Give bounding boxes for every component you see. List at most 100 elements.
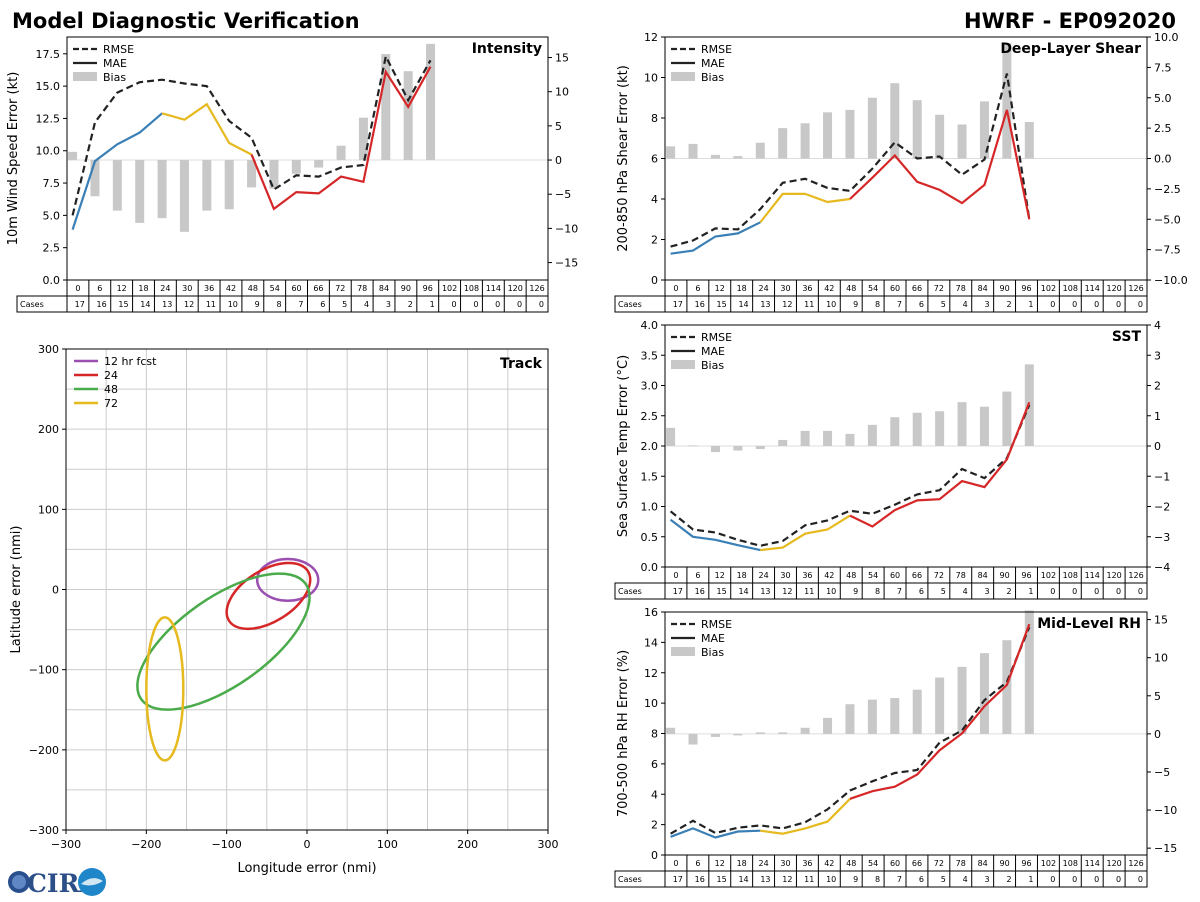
hour-cell: 24 [758, 571, 768, 580]
hour-cell: 30 [780, 284, 790, 293]
x-tick-label: 100 [377, 838, 398, 851]
intensity-panel: 0.0 2.5 5.0 7.5 10.0 12.5 15.0 17.5 −15 −10 −5 0 5 10… [6, 36, 578, 287]
legend-rmse-label: RMSE [701, 43, 732, 56]
cases-cell: 10 [228, 300, 238, 309]
bias-bar [935, 411, 945, 446]
bias-bar [733, 446, 743, 451]
cases-cell: 17 [673, 587, 683, 596]
sst-panel: 0.0 0.5 1.0 1.5 2.0 2.5 3.0 3.5 4.0 −4 −3 −2 −1 0 1 2 3 4… [616, 319, 1170, 574]
legend-mae-label: MAE [701, 57, 725, 70]
cases-cell: 13 [760, 300, 770, 309]
cases-cell: 0 [1094, 875, 1099, 884]
hour-cell: 78 [956, 571, 966, 580]
y-tick-label: 3.0 [641, 380, 659, 393]
legend-bias-label: Bias [701, 359, 724, 372]
plot-frame [66, 36, 549, 281]
cases-cell: 0 [473, 300, 478, 309]
cases-cell: 0 [1116, 300, 1121, 309]
y-tick-label: 2 [651, 234, 658, 247]
bias-bar [935, 677, 945, 734]
hour-cell: 96 [423, 284, 433, 293]
cases-cell: 9 [853, 875, 858, 884]
hour-cell: 60 [890, 284, 900, 293]
y-tick-label: 1.0 [641, 501, 659, 514]
hour-cell: 6 [695, 571, 700, 580]
panel-title: Intensity [472, 41, 542, 57]
legend-bias-swatch [671, 72, 695, 81]
hour-cell: 72 [335, 284, 345, 293]
y-axis-label: 700-500 hPa RH Error (%) [616, 650, 631, 817]
bias-bar [867, 97, 877, 159]
intensity-cases-table: Cases01761612151814241330123611421048954… [16, 279, 549, 313]
bias-bar [666, 427, 676, 446]
cases-cell: 14 [738, 300, 748, 309]
bias-bar [733, 156, 743, 159]
hour-cell: 66 [313, 284, 323, 293]
x-axis-label: Longitude error (nmi) [237, 861, 376, 876]
cases-cell: 1 [430, 300, 435, 309]
x-tick-label: 300 [538, 838, 559, 851]
hour-cell: 108 [1063, 859, 1078, 868]
y2-tick-label: 0 [1154, 440, 1161, 453]
bias-bar [336, 145, 346, 161]
bias-bar [823, 112, 833, 159]
bias-bar [666, 146, 676, 159]
y2-tick-label: −2 [1154, 501, 1170, 514]
y-tick-label: 4 [651, 193, 658, 206]
cases-cell: 10 [826, 875, 836, 884]
bias-bar [912, 689, 922, 734]
cases-cell: 3 [985, 875, 990, 884]
hour-cell: 114 [1085, 571, 1100, 580]
x-tick-label: 200 [457, 838, 478, 851]
y-tick-label: 16 [644, 606, 658, 619]
sst-cases-table: Cases01761612151814241330123611421048954… [614, 566, 1148, 600]
hour-cell: 42 [824, 571, 834, 580]
cases-cell: 3 [985, 300, 990, 309]
hour-cell: 78 [956, 284, 966, 293]
y-tick-label: 8 [651, 728, 658, 741]
cases-cell: 2 [1006, 875, 1011, 884]
bias-bar [979, 406, 989, 446]
y-tick-label: 12.5 [36, 112, 61, 125]
y2-tick-label: 7.5 [1154, 61, 1172, 74]
cases-cell: 13 [760, 875, 770, 884]
hour-cell: 30 [780, 859, 790, 868]
y-tick-label: 10.0 [36, 145, 61, 158]
hour-cell: 60 [291, 284, 301, 293]
bias-bar [358, 117, 368, 161]
x-tick-label: −100 [212, 838, 242, 851]
hour-cell: 48 [846, 571, 856, 580]
cases-cell: 1 [1028, 587, 1033, 596]
bias-bar [666, 727, 676, 734]
y-tick-label: 12 [644, 31, 658, 44]
cases-cell: 10 [826, 300, 836, 309]
cases-cell: 11 [804, 875, 814, 884]
cases-cell: 8 [875, 300, 880, 309]
hour-cell: 126 [529, 284, 544, 293]
cases-cell: 2 [408, 300, 413, 309]
cases-cell: 0 [1116, 875, 1121, 884]
y-tick-label: 10 [644, 697, 658, 710]
bias-bar [710, 154, 720, 159]
hour-cell: 78 [956, 859, 966, 868]
bias-bar [778, 128, 788, 159]
mae-line-24-48h [161, 102, 253, 156]
cases-cell: 3 [985, 587, 990, 596]
bias-bar [800, 123, 810, 159]
y2-tick-label: 1 [1154, 410, 1161, 423]
hour-cell: 24 [758, 859, 768, 868]
bias-bar [1024, 610, 1034, 734]
bias-bar [135, 160, 145, 223]
panel-title: Deep-Layer Shear [1000, 41, 1141, 57]
bias-bar [755, 446, 765, 450]
legend-bias-swatch [73, 72, 97, 81]
cases-cell: 0 [517, 300, 522, 309]
cases-cell: 11 [804, 587, 814, 596]
bias-bar [823, 430, 833, 446]
bias-bar [867, 424, 877, 446]
cases-cell: 4 [963, 300, 968, 309]
hour-cell: 18 [737, 284, 747, 293]
cases-cell: 11 [206, 300, 216, 309]
cases-cell: 4 [364, 300, 369, 309]
cases-cell: 0 [1138, 875, 1143, 884]
